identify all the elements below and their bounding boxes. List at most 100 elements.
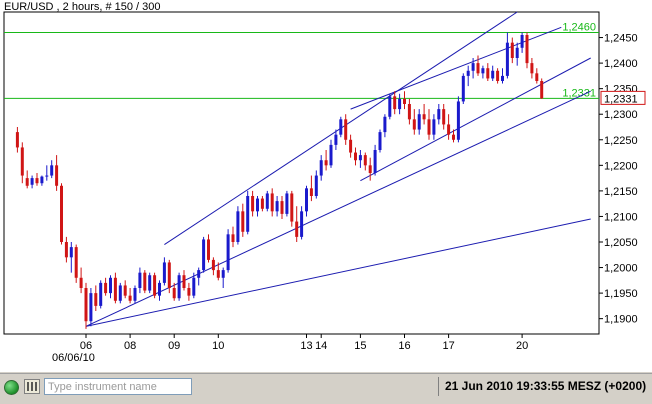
candle-body[interactable] xyxy=(520,35,524,48)
candle-body[interactable] xyxy=(172,288,176,299)
candle-body[interactable] xyxy=(113,277,117,301)
candle-body[interactable] xyxy=(305,188,308,212)
candle-body[interactable] xyxy=(55,165,59,186)
candle-body[interactable] xyxy=(153,275,157,296)
candle-body[interactable] xyxy=(378,132,382,150)
candle-body[interactable] xyxy=(216,270,220,278)
candle-body[interactable] xyxy=(158,282,161,296)
candle-body[interactable] xyxy=(260,198,264,209)
candle-body[interactable] xyxy=(226,234,230,271)
candle-body[interactable] xyxy=(89,293,93,322)
candle-body[interactable] xyxy=(104,282,108,294)
candle-body[interactable] xyxy=(221,270,225,278)
candle-body[interactable] xyxy=(417,114,421,130)
candle-body[interactable] xyxy=(476,63,480,74)
candle-body[interactable] xyxy=(295,221,299,237)
candle-body[interactable] xyxy=(123,285,127,296)
candle-body[interactable] xyxy=(133,288,137,301)
candle-body[interactable] xyxy=(167,262,171,288)
candle-body[interactable] xyxy=(393,96,397,110)
candle-body[interactable] xyxy=(373,150,377,173)
candle-body[interactable] xyxy=(35,178,39,184)
candle-body[interactable] xyxy=(309,188,313,196)
candle-body[interactable] xyxy=(211,259,215,271)
candle-body[interactable] xyxy=(64,242,68,258)
connection-status-icon[interactable] xyxy=(4,380,19,395)
candle-body[interactable] xyxy=(246,196,250,232)
candle-body[interactable] xyxy=(486,68,490,79)
candle-body[interactable] xyxy=(231,234,235,242)
candle-body[interactable] xyxy=(275,201,279,212)
price-chart[interactable]: 1,24501,24001,23501,23001,22501,22001,21… xyxy=(0,0,652,372)
candle-body[interactable] xyxy=(99,282,103,306)
candle-body[interactable] xyxy=(461,75,465,102)
candle-body[interactable] xyxy=(501,75,504,81)
candle-body[interactable] xyxy=(496,70,500,81)
candle-body[interactable] xyxy=(407,104,411,120)
candle-body[interactable] xyxy=(15,132,19,148)
candle-body[interactable] xyxy=(388,96,392,117)
candle-body[interactable] xyxy=(422,114,426,120)
trend-line[interactable] xyxy=(360,57,591,182)
candle-body[interactable] xyxy=(270,193,274,212)
chart-panel[interactable]: 1,2450 1,2400 1,2350 1,2300 1,2250 1,2200 1,21… xyxy=(0,0,652,372)
candle-body[interactable] xyxy=(197,270,201,278)
candle-body[interactable] xyxy=(30,178,34,185)
candle-body[interactable] xyxy=(187,288,191,296)
candle-body[interactable] xyxy=(138,272,142,288)
candle-body[interactable] xyxy=(128,295,132,301)
candle-body[interactable] xyxy=(202,239,206,271)
candle-body[interactable] xyxy=(383,116,387,133)
candle-body[interactable] xyxy=(241,211,245,232)
candle-body[interactable] xyxy=(530,63,534,74)
candle-body[interactable] xyxy=(491,70,495,79)
candle-body[interactable] xyxy=(265,193,269,209)
trend-line[interactable] xyxy=(350,26,562,110)
candle-body[interactable] xyxy=(515,47,519,58)
candle-body[interactable] xyxy=(447,124,451,135)
candle-body[interactable] xyxy=(481,68,485,74)
instrument-search-input[interactable] xyxy=(44,378,192,395)
candle-body[interactable] xyxy=(74,247,78,278)
candle-body[interactable] xyxy=(207,239,210,260)
candle-body[interactable] xyxy=(471,63,475,71)
candle-body[interactable] xyxy=(79,277,83,288)
candle-body[interactable] xyxy=(182,275,186,288)
instrument-menu-button[interactable] xyxy=(24,379,40,394)
candle-body[interactable] xyxy=(437,109,441,120)
candle-body[interactable] xyxy=(456,101,460,140)
candle-body[interactable] xyxy=(236,211,240,242)
trend-line[interactable] xyxy=(85,90,591,327)
candle-body[interactable] xyxy=(177,275,181,299)
candle-body[interactable] xyxy=(69,247,73,258)
candle-body[interactable] xyxy=(148,275,152,291)
candle-body[interactable] xyxy=(314,175,318,196)
candle-body[interactable] xyxy=(349,139,353,153)
candle-body[interactable] xyxy=(40,176,44,184)
candle-body[interactable] xyxy=(300,211,304,237)
candle-body[interactable] xyxy=(368,165,372,173)
candle-body[interactable] xyxy=(25,178,29,186)
candle-body[interactable] xyxy=(192,277,196,296)
candle-body[interactable] xyxy=(290,193,294,222)
candle-body[interactable] xyxy=(94,293,98,306)
candle-body[interactable] xyxy=(505,42,509,76)
candle-body[interactable] xyxy=(280,201,284,214)
candle-body[interactable] xyxy=(412,119,416,130)
candle-body[interactable] xyxy=(339,119,343,135)
candle-body[interactable] xyxy=(162,262,166,283)
candle-body[interactable] xyxy=(354,152,357,161)
trend-line[interactable] xyxy=(85,218,591,327)
candle-body[interactable] xyxy=(358,155,362,161)
candle-body[interactable] xyxy=(20,147,24,176)
candle-body[interactable] xyxy=(510,42,514,58)
candle-body[interactable] xyxy=(344,119,348,140)
candle-body[interactable] xyxy=(452,134,455,140)
candle-body[interactable] xyxy=(109,277,112,294)
candle-body[interactable] xyxy=(256,198,259,212)
candle-body[interactable] xyxy=(334,134,338,145)
candle-body[interactable] xyxy=(324,160,328,166)
candle-body[interactable] xyxy=(442,109,446,125)
candle-body[interactable] xyxy=(427,119,431,135)
candle-body[interactable] xyxy=(540,81,544,99)
